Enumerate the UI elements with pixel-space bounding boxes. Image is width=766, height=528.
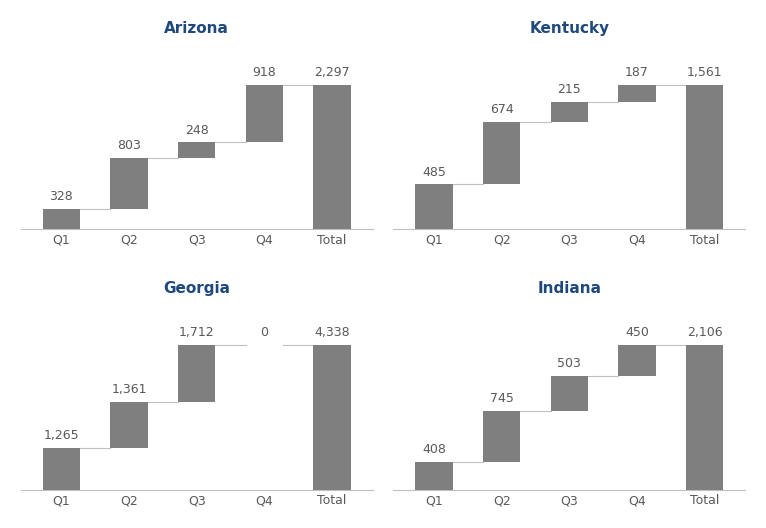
Title: Arizona: Arizona — [164, 21, 229, 36]
Text: 1,561: 1,561 — [687, 65, 722, 79]
Text: 1,361: 1,361 — [111, 383, 147, 397]
Text: 674: 674 — [489, 103, 513, 116]
Bar — [178, 345, 215, 402]
Text: 2,297: 2,297 — [314, 65, 350, 79]
Text: 485: 485 — [422, 166, 446, 178]
Bar — [618, 84, 656, 102]
Bar — [110, 402, 148, 448]
Text: 4,338: 4,338 — [314, 326, 350, 340]
Text: 1,712: 1,712 — [179, 326, 214, 340]
Text: 450: 450 — [625, 326, 649, 340]
Text: 745: 745 — [489, 392, 513, 405]
Bar — [415, 462, 453, 490]
Title: Indiana: Indiana — [537, 281, 601, 296]
Bar — [551, 102, 588, 122]
Bar — [313, 345, 351, 490]
Text: 0: 0 — [260, 326, 268, 340]
Text: 248: 248 — [185, 124, 208, 137]
Bar — [686, 345, 723, 490]
Bar — [483, 122, 520, 184]
Text: 187: 187 — [625, 65, 649, 79]
Bar — [483, 411, 520, 462]
Text: 2,106: 2,106 — [687, 326, 722, 340]
Bar — [686, 84, 723, 230]
Bar — [178, 143, 215, 158]
Bar — [415, 184, 453, 230]
Text: 918: 918 — [253, 65, 277, 79]
Text: 215: 215 — [558, 83, 581, 96]
Bar — [246, 84, 283, 143]
Text: 803: 803 — [117, 139, 141, 152]
Text: 408: 408 — [422, 443, 446, 456]
Title: Georgia: Georgia — [163, 281, 231, 296]
Bar — [43, 448, 80, 490]
Text: 503: 503 — [558, 357, 581, 370]
Title: Kentucky: Kentucky — [529, 21, 610, 36]
Bar — [551, 376, 588, 411]
Bar — [313, 84, 351, 230]
Bar — [618, 345, 656, 376]
Text: 328: 328 — [50, 190, 74, 203]
Bar — [43, 209, 80, 230]
Text: 1,265: 1,265 — [44, 429, 79, 442]
Bar — [110, 158, 148, 209]
